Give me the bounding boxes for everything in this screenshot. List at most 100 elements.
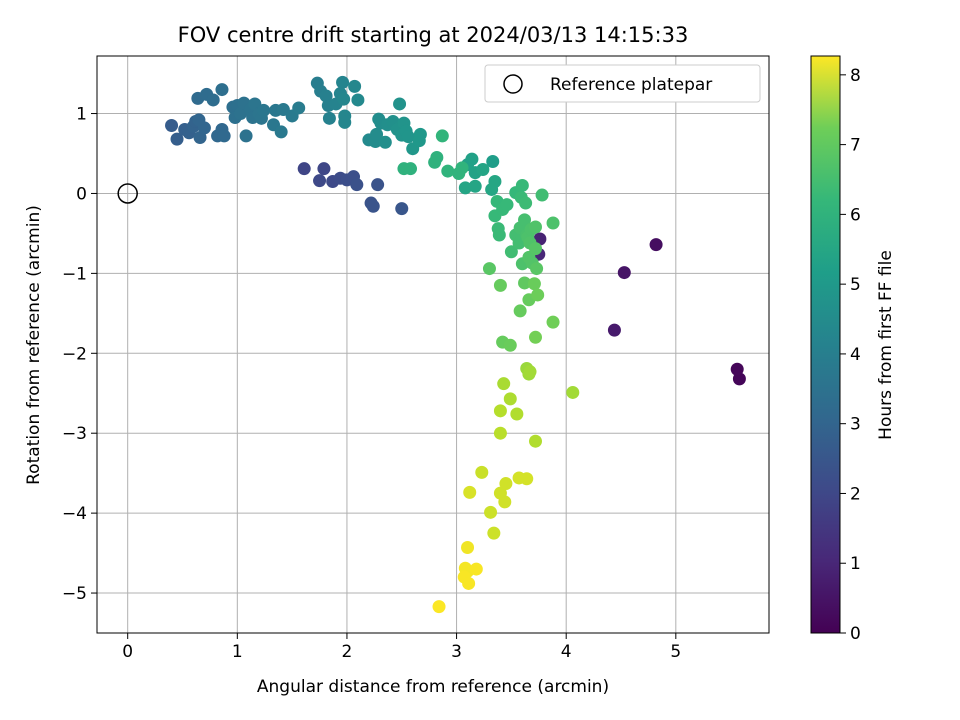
colorbar: 0 1 2 3 4 5 6 7 8 Hours from first FF file [810, 55, 896, 644]
data-point [234, 107, 248, 121]
x-tick-label: 5 [670, 642, 681, 662]
y-tick-label: 1 [76, 105, 87, 125]
data-point [378, 135, 392, 149]
x-axis-ticks: 0 1 2 3 4 5 [122, 633, 681, 662]
data-point [476, 162, 490, 176]
y-tick-label: −3 [62, 424, 87, 444]
x-tick-label: 4 [561, 642, 572, 662]
data-point [217, 129, 231, 143]
data-point [607, 323, 621, 337]
data-point [435, 129, 449, 143]
x-tick-label: 1 [232, 642, 243, 662]
data-point [488, 174, 502, 188]
colorbar-gradient [810, 55, 841, 634]
data-point [513, 304, 527, 318]
data-point [322, 111, 336, 125]
data-point [498, 495, 512, 509]
data-point [503, 392, 517, 406]
data-point [486, 154, 500, 168]
legend-label: Reference platepar [550, 75, 712, 95]
data-point [546, 315, 560, 329]
chart-title: FOV centre drift starting at 2024/03/13 … [178, 23, 689, 47]
data-point [432, 600, 446, 614]
data-point [292, 101, 306, 115]
data-point [393, 97, 407, 111]
y-axis-ticks: 1 0 −1 −2 −3 −4 −5 [62, 105, 97, 604]
data-point [462, 576, 476, 590]
data-point [455, 161, 469, 175]
colorbar-tick-label: 0 [850, 624, 861, 644]
x-tick-label: 0 [122, 642, 133, 662]
data-point [430, 150, 444, 164]
data-point [215, 83, 229, 97]
data-point [413, 127, 427, 141]
data-point [497, 377, 511, 391]
data-point [317, 162, 331, 176]
data-point [531, 288, 545, 302]
data-point [527, 277, 541, 291]
data-point [458, 181, 472, 195]
x-axis-label: Angular distance from reference (arcmin) [257, 677, 609, 697]
data-point [515, 178, 529, 192]
data-point [528, 434, 542, 448]
data-point [297, 162, 311, 176]
data-point [441, 164, 455, 178]
data-point [504, 245, 518, 259]
data-point [520, 472, 534, 486]
legend: Reference platepar [484, 64, 761, 103]
data-point [487, 526, 501, 540]
data-point [528, 220, 542, 234]
colorbar-label: Hours from first FF file [876, 250, 896, 440]
y-tick-label: −2 [62, 344, 87, 364]
data-point [510, 407, 524, 421]
data-points [165, 75, 746, 614]
data-point [493, 404, 507, 418]
data-point [165, 119, 179, 133]
data-point [535, 188, 549, 202]
data-point [482, 262, 496, 276]
data-point [404, 162, 418, 176]
data-point [170, 132, 184, 146]
grid-lines [97, 56, 769, 633]
data-point [518, 276, 532, 290]
data-point [493, 426, 507, 440]
data-point [350, 178, 364, 192]
colorbar-tick-label: 2 [850, 484, 861, 504]
data-point [484, 505, 498, 519]
data-point [523, 365, 537, 379]
legend-box [484, 64, 761, 103]
data-point [493, 278, 507, 292]
data-point [348, 79, 362, 93]
data-point [338, 115, 352, 129]
y-tick-label: 0 [76, 184, 87, 204]
colorbar-tick-label: 6 [850, 205, 861, 225]
colorbar-tick-label: 5 [850, 275, 861, 295]
data-point [461, 540, 475, 554]
y-tick-label: −5 [62, 584, 87, 604]
y-tick-label: −4 [62, 504, 87, 524]
colorbar-tick-label: 1 [850, 554, 861, 574]
data-point [401, 130, 415, 144]
data-point [336, 75, 350, 89]
x-tick-label: 2 [342, 642, 353, 662]
data-point [366, 199, 380, 213]
data-point [351, 93, 365, 107]
data-point [371, 178, 385, 192]
data-point [468, 179, 482, 193]
colorbar-ticks: 0 1 2 3 4 5 6 7 8 [840, 66, 861, 644]
colorbar-tick-label: 8 [850, 66, 861, 86]
data-point [546, 216, 560, 230]
data-point [370, 127, 384, 141]
data-point [519, 196, 533, 210]
data-point [503, 338, 517, 352]
data-point [469, 562, 483, 576]
data-point [206, 93, 220, 107]
data-point [518, 213, 532, 227]
data-point [530, 262, 544, 276]
colorbar-tick-label: 3 [850, 415, 861, 435]
data-point [492, 228, 506, 242]
data-point [313, 174, 327, 188]
reference-platepar-point [117, 183, 138, 204]
legend-marker [503, 74, 523, 94]
